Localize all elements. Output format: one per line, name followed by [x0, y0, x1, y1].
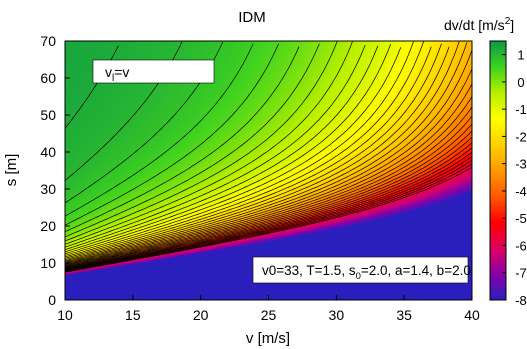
contour-line-18: [64, 41, 460, 263]
colorbar-tick-label-2: -1: [515, 102, 527, 117]
y-tick-label-1: 10: [40, 255, 56, 271]
contour-line-12: [64, 47, 402, 255]
x-tick-label-0: 10: [57, 307, 73, 323]
y-tick-label-5: 50: [40, 107, 56, 123]
colorbar-gradient: [490, 41, 506, 300]
contour-line-9: [64, 44, 366, 248]
contour-line-27: [64, 130, 473, 269]
colorbar-tick-label-6: -5: [515, 211, 527, 226]
contour-line-8: [64, 41, 353, 245]
y-axis-ticks: 0 10 20 30 40 50 60 70: [40, 33, 70, 308]
colorbar-tick-label-7: -6: [515, 238, 527, 253]
x-tick-label-2: 20: [193, 307, 209, 323]
colorbar-tick-label-9: -8: [515, 293, 527, 308]
colorbar-tick-label-8: -7: [515, 266, 527, 281]
annotation-params-sub: 0: [356, 271, 361, 282]
y-tick-label-4: 40: [40, 144, 56, 160]
colorbar-frame: [489, 40, 507, 301]
y-tick-label-6: 60: [40, 70, 56, 86]
annotation-params-text: v0=33, T=1.5, s0=2.0, a=1.4, b=2.0: [262, 263, 471, 282]
y-tick-label-2: 20: [40, 218, 56, 234]
x-tick-label-1: 15: [125, 307, 141, 323]
annotation-vl-sub: l: [112, 73, 114, 84]
contour-line-2: [64, 41, 224, 204]
contour-line-15: [64, 46, 432, 259]
y-axis-label: s [m]: [3, 154, 20, 187]
annotation-vl-box: [92, 59, 215, 84]
contour-line-34: [64, 163, 473, 273]
colorbar-tick-label-0: 1: [517, 48, 524, 63]
contour-line-28: [64, 136, 473, 270]
contour-line-20: [64, 49, 473, 264]
colorbar-tick-label-5: -4: [515, 184, 527, 199]
colorbar-label-sup: 2: [505, 16, 511, 27]
colorbar-tick-label-4: -3: [515, 157, 527, 172]
contour-line-23: [64, 96, 473, 267]
contour-line-17: [64, 46, 450, 262]
y-tick-label-3: 30: [40, 181, 56, 197]
x-tick-label-5: 35: [396, 307, 412, 323]
contour-line-25: [64, 115, 473, 268]
contour-line-33: [64, 160, 473, 272]
annotation-params-box: [252, 256, 469, 284]
contour-line-30: [64, 147, 473, 271]
contour-line-29: [64, 142, 473, 270]
annotation-vl-text: vl=v: [105, 64, 129, 84]
chart-title: IDM: [238, 9, 266, 26]
contour-line-4: [64, 43, 280, 226]
contour-line-21: [64, 68, 473, 265]
contour-line-3: [64, 43, 254, 217]
contour-line-7: [64, 41, 338, 242]
x-tick-label-6: 40: [464, 307, 480, 323]
x-axis-label: v [m/s]: [246, 330, 290, 347]
contour-line-10: [64, 45, 379, 251]
colorbar-ticks: 1 0 -1 -2 -3 -4 -5 -6 -7 -8: [502, 48, 527, 308]
contour-line-32: [64, 156, 473, 272]
annotation-vl: vl=v: [92, 59, 215, 84]
annotation-params: v0=33, T=1.5, s0=2.0, a=1.4, b=2.0: [252, 256, 471, 284]
x-tick-label-4: 30: [329, 307, 345, 323]
contour-line-24: [64, 106, 473, 268]
colorbar-tick-label-1: 0: [517, 75, 524, 90]
y-tick-label-0: 0: [48, 292, 56, 308]
colorbar: 1 0 -1 -2 -3 -4 -5 -6 -7 -8 dv/dt [m/s2]: [444, 16, 527, 308]
contour-line-19: [64, 42, 468, 264]
contour-line-6: [64, 43, 320, 238]
contour-line-31: [64, 152, 473, 271]
contour-line-5: [64, 46, 300, 233]
colorbar-label: dv/dt [m/s2]: [444, 16, 514, 33]
contour-line-14: [64, 41, 425, 258]
x-tick-label-3: 25: [261, 307, 277, 323]
x-axis-ticks: 10 15 20 25 30 35 40: [57, 295, 480, 323]
contour-line-16: [64, 43, 442, 260]
contour-line-11: [64, 43, 391, 253]
contour-line-22: [64, 83, 473, 266]
y-tick-label-7: 70: [40, 33, 56, 49]
colorbar-tick-label-3: -2: [515, 129, 527, 144]
contour-line-26: [64, 123, 473, 269]
contour-line-13: [64, 41, 414, 256]
contour-lines: [64, 41, 473, 273]
contour-line-35: [64, 166, 473, 273]
